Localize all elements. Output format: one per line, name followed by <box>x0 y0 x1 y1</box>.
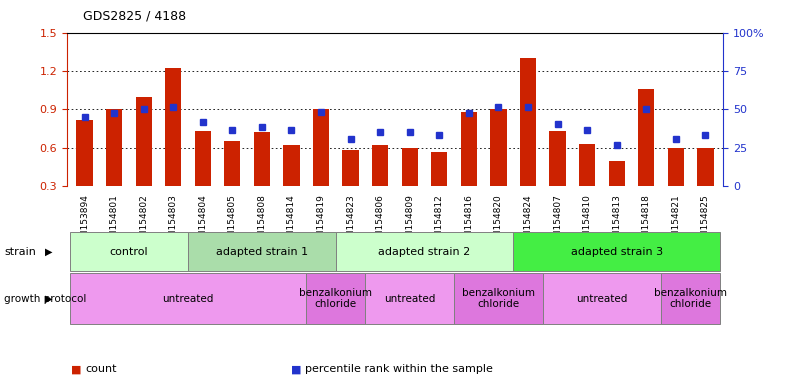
Text: ■: ■ <box>291 364 301 374</box>
Bar <box>638 89 655 186</box>
Bar <box>372 145 388 186</box>
Bar <box>165 68 182 186</box>
Bar <box>549 131 566 186</box>
Text: strain: strain <box>4 247 36 257</box>
Bar <box>608 161 625 186</box>
Text: untreated: untreated <box>576 293 627 304</box>
Bar <box>697 148 714 186</box>
Text: adapted strain 1: adapted strain 1 <box>216 247 308 257</box>
Text: control: control <box>109 247 149 257</box>
Text: adapted strain 2: adapted strain 2 <box>378 247 471 257</box>
Text: count: count <box>85 364 116 374</box>
Text: untreated: untreated <box>384 293 435 304</box>
Text: GDS2825 / 4188: GDS2825 / 4188 <box>83 10 185 23</box>
Text: adapted strain 3: adapted strain 3 <box>571 247 663 257</box>
Text: benzalkonium
chloride: benzalkonium chloride <box>299 288 373 310</box>
Bar <box>461 112 477 186</box>
Bar <box>667 148 684 186</box>
Bar <box>254 132 270 186</box>
Text: untreated: untreated <box>163 293 214 304</box>
Text: benzalkonium
chloride: benzalkonium chloride <box>654 288 727 310</box>
Bar <box>106 109 123 186</box>
Text: percentile rank within the sample: percentile rank within the sample <box>305 364 493 374</box>
Bar <box>313 109 329 186</box>
Bar <box>284 145 299 186</box>
Text: ▶: ▶ <box>45 293 53 304</box>
Bar <box>432 152 447 186</box>
Text: ▶: ▶ <box>45 247 53 257</box>
Text: ■: ■ <box>71 364 81 374</box>
Bar <box>343 151 358 186</box>
Bar <box>135 97 152 186</box>
Bar <box>402 148 418 186</box>
Bar <box>195 131 211 186</box>
Text: growth protocol: growth protocol <box>4 293 86 304</box>
Bar <box>490 109 506 186</box>
Bar <box>76 120 93 186</box>
Bar <box>224 141 241 186</box>
Bar <box>579 144 595 186</box>
Bar <box>520 58 536 186</box>
Text: benzalkonium
chloride: benzalkonium chloride <box>462 288 535 310</box>
